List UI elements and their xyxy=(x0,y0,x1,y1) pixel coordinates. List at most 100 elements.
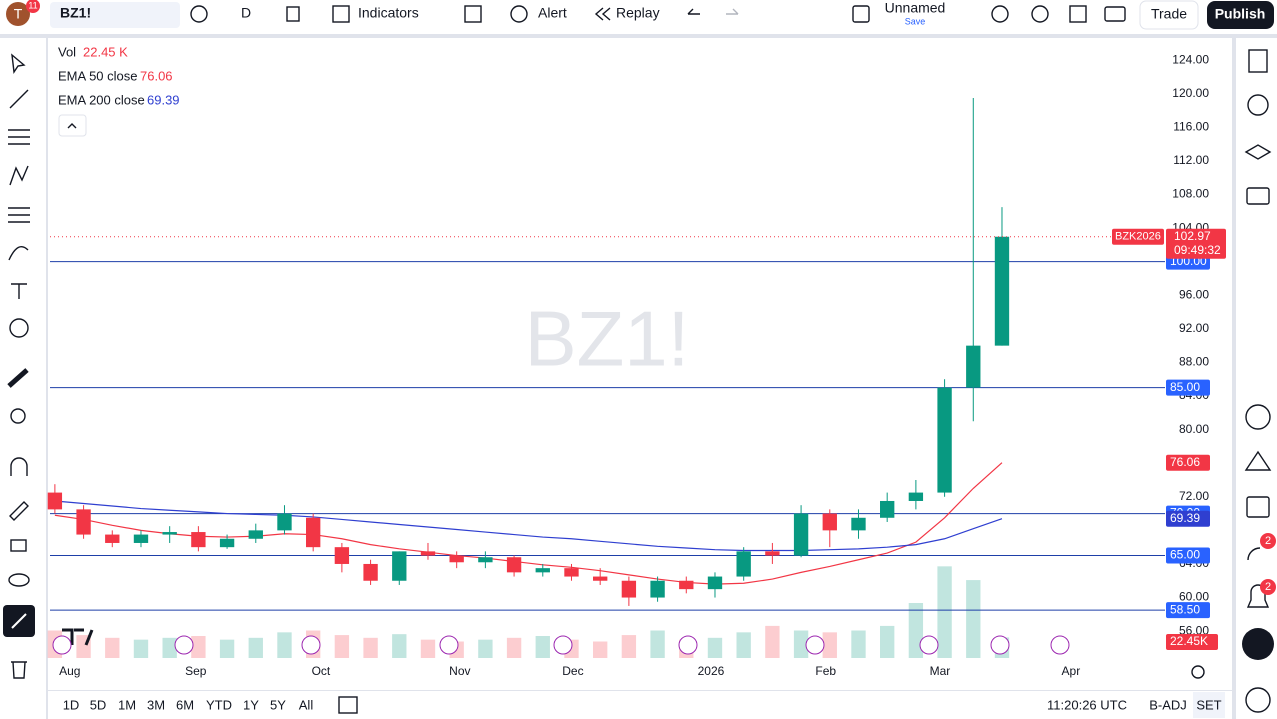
line-tag-bg xyxy=(1166,379,1210,396)
add-symbol[interactable] xyxy=(190,5,208,23)
y-tick-label: 120.00 xyxy=(1172,86,1209,100)
alerts[interactable] xyxy=(1247,94,1269,116)
range-button[interactable]: 5D xyxy=(90,697,107,712)
prediction-tool[interactable] xyxy=(8,207,30,223)
pattern-tool[interactable] xyxy=(9,165,29,186)
countdown: 09:49:32 xyxy=(1174,243,1221,257)
interval[interactable]: D xyxy=(241,5,251,21)
candle-body xyxy=(593,576,608,581)
range-button[interactable]: 5Y xyxy=(270,697,286,712)
volume-bar xyxy=(908,603,924,658)
session-bg[interactable] xyxy=(1193,692,1225,718)
search[interactable] xyxy=(991,5,1009,23)
event[interactable] xyxy=(1050,635,1070,655)
volume-bar xyxy=(105,637,120,658)
range-button[interactable]: 1Y xyxy=(243,697,259,712)
collapse-legend[interactable] xyxy=(58,114,87,137)
volume-bar xyxy=(191,636,206,658)
zoom-tool[interactable] xyxy=(10,408,26,424)
layout-name[interactable]: Unnamed xyxy=(885,0,946,16)
event[interactable] xyxy=(805,635,825,655)
line-tag: 85.00 xyxy=(1170,380,1200,394)
session[interactable]: SET xyxy=(1196,697,1221,712)
ruler-tool[interactable] xyxy=(7,368,29,388)
templates[interactable] xyxy=(464,5,482,23)
magnet-tool[interactable] xyxy=(10,457,28,476)
volume-tag-bg xyxy=(1166,634,1218,650)
date-range[interactable] xyxy=(338,696,358,714)
event[interactable] xyxy=(919,635,939,655)
delete-tool[interactable] xyxy=(11,661,27,679)
undo[interactable] xyxy=(687,8,700,15)
event[interactable] xyxy=(174,635,194,655)
layout-save[interactable]: Save xyxy=(905,16,926,26)
indicators-button[interactable]: Indicators xyxy=(358,5,419,21)
clock: 11:20:26 UTC xyxy=(1047,697,1127,712)
event[interactable] xyxy=(52,635,72,655)
symbol-search[interactable] xyxy=(50,2,180,28)
news[interactable] xyxy=(1247,547,1261,561)
x-tick-label: Oct xyxy=(312,664,331,678)
legend-ema50-value: 76.06 xyxy=(140,68,173,83)
brush-tool[interactable] xyxy=(8,246,29,261)
volume-bar xyxy=(822,632,837,658)
cursor-tool[interactable] xyxy=(11,53,26,74)
redo[interactable] xyxy=(726,8,739,15)
last-symbol-bg xyxy=(1112,228,1164,245)
emoji-tool[interactable] xyxy=(9,318,29,338)
lock-tool[interactable] xyxy=(10,539,27,552)
ema-tag: 69.39 xyxy=(1170,511,1200,525)
event[interactable] xyxy=(301,635,321,655)
fullscreen[interactable] xyxy=(1069,5,1087,23)
range-button[interactable]: 1M xyxy=(118,697,136,712)
legend-volume-value: 22.45 K xyxy=(83,44,128,59)
replay-button[interactable]: Replay xyxy=(616,5,660,21)
fib-tool[interactable] xyxy=(8,129,30,145)
data-window[interactable] xyxy=(1244,144,1272,160)
lock-draw-tool[interactable] xyxy=(9,501,29,521)
snapshot[interactable] xyxy=(1104,6,1126,22)
hotlists[interactable] xyxy=(1245,404,1271,430)
watchlist[interactable] xyxy=(1248,49,1268,73)
candle-body xyxy=(363,563,378,581)
chart-type[interactable] xyxy=(286,6,300,22)
line-tag-bg xyxy=(1166,547,1210,564)
volume-bar xyxy=(219,639,235,658)
ema-tag-bg xyxy=(1166,510,1210,527)
trade-button[interactable]: Trade xyxy=(1151,6,1187,22)
range-button[interactable]: All xyxy=(299,697,314,712)
help[interactable] xyxy=(1245,687,1271,713)
widget-bar: 2 2 xyxy=(1242,49,1276,713)
event[interactable] xyxy=(678,635,698,655)
visibility-tool[interactable] xyxy=(8,573,30,587)
range-button[interactable]: 6M xyxy=(176,697,194,712)
range-button[interactable]: 3M xyxy=(147,697,165,712)
line-tag-bg xyxy=(1166,602,1210,619)
products[interactable] xyxy=(1242,628,1274,660)
axis-settings[interactable] xyxy=(1191,665,1205,679)
publish-button-bg[interactable] xyxy=(1207,1,1274,29)
settings[interactable] xyxy=(1031,5,1049,23)
ideas[interactable] xyxy=(1244,450,1272,471)
calendar[interactable] xyxy=(1246,496,1270,518)
x-tick-label: Sep xyxy=(185,664,207,678)
publish-button[interactable]: Publish xyxy=(1215,6,1266,22)
alert-button[interactable]: Alert xyxy=(538,5,567,21)
event[interactable] xyxy=(990,635,1010,655)
chats[interactable] xyxy=(1246,187,1270,205)
volume-bar xyxy=(707,637,723,658)
avatar[interactable] xyxy=(6,2,30,26)
candle-body xyxy=(736,551,751,577)
trendline-tool[interactable] xyxy=(9,89,29,109)
event[interactable] xyxy=(439,635,459,655)
text-tool[interactable] xyxy=(11,283,27,299)
trade-button-bg[interactable] xyxy=(1139,0,1199,30)
adjustment[interactable]: B-ADJ xyxy=(1149,697,1187,712)
candle-body xyxy=(765,551,780,556)
range-button[interactable]: YTD xyxy=(206,697,232,712)
layout-icon[interactable] xyxy=(852,5,870,23)
event[interactable] xyxy=(553,635,573,655)
legend-ema50: EMA 50 close xyxy=(58,68,138,83)
range-button[interactable]: 1D xyxy=(63,697,80,712)
